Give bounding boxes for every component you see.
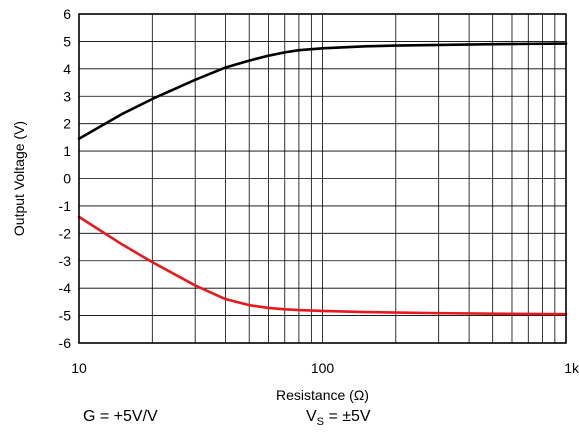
- y-tick-label: -6: [59, 335, 72, 351]
- x-tick-label: 10: [71, 360, 87, 376]
- supply-suffix: = ±5V: [324, 408, 371, 425]
- y-tick-label: 0: [63, 171, 71, 187]
- y-tick-label: 6: [63, 6, 71, 22]
- supply-condition: VS = ±5V: [306, 408, 371, 428]
- y-tick-label: 3: [63, 88, 71, 104]
- y-tick-label: 5: [63, 33, 71, 49]
- y-tick-label: -3: [59, 253, 72, 269]
- series-line-2: [77, 215, 568, 316]
- gain-text: G = +5V/V: [83, 408, 158, 425]
- y-axis-label: Output Voltage (V): [11, 121, 27, 236]
- x-axis-label: Resistance (Ω): [276, 387, 369, 403]
- supply-prefix: V: [306, 408, 317, 425]
- x-tick-labels: 10 100 1k: [71, 360, 579, 376]
- y-tick-label: -5: [59, 308, 72, 324]
- plot-border: [78, 13, 567, 344]
- series-line-1: [77, 42, 568, 141]
- plot-frame: [78, 13, 567, 344]
- supply-subscript: S: [316, 416, 325, 429]
- y-tick-label: -2: [59, 225, 72, 241]
- x-tick-label: 1k: [564, 360, 579, 376]
- y-tick-label: -4: [59, 280, 72, 296]
- x-tick-label: 100: [311, 360, 335, 376]
- y-tick-label: -1: [59, 198, 72, 214]
- y-tick-label: 2: [63, 116, 71, 132]
- y-tick-label: 4: [63, 61, 71, 77]
- series-lines: [77, 42, 568, 316]
- gain-condition: G = +5V/V: [83, 408, 158, 426]
- grid-lines: [78, 13, 567, 344]
- y-tick-labels: 6 5 4 3 2 1 0 -1 -2 -3 -4 -5 -6: [59, 6, 72, 351]
- y-tick-label: 1: [63, 143, 71, 159]
